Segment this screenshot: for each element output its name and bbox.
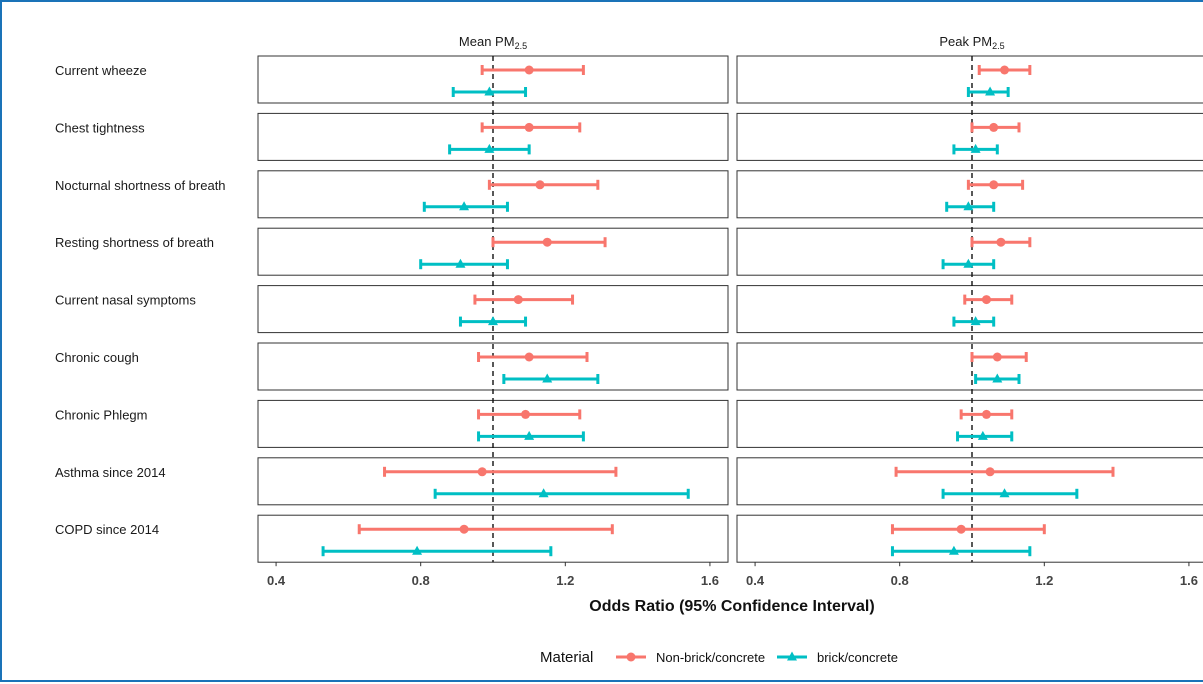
legend-label-0: Non-brick/concrete [656, 650, 765, 665]
panel-0-series-1-point-5 [542, 373, 553, 383]
panel-0-tick-label-1: 0.8 [412, 573, 430, 588]
row-label-2: Nocturnal shortness of breath [55, 178, 226, 193]
panel-1-series-1-point-4 [970, 316, 981, 326]
panel-1-series-0-point-7 [985, 467, 995, 477]
panel-1-series-0-point-6 [981, 409, 991, 419]
panel-0-series-1-point-6 [524, 430, 535, 440]
panel-1-series-0-point-1 [989, 122, 999, 132]
panel-0-series-1-point-7 [538, 488, 549, 498]
panel-1-series-1-point-3 [963, 258, 974, 268]
legend-key-marker-0 [626, 652, 636, 662]
panel-0-row-box-3 [257, 227, 729, 276]
panel-1-series-1-point-1 [970, 143, 981, 153]
panel-1-row-box-8 [736, 514, 1203, 563]
panel-0-series-0-point-8 [459, 524, 469, 534]
panel-0-series-0-point-2 [535, 180, 545, 190]
panel-1-series-0-point-5 [992, 352, 1002, 362]
panel-1-tick-label-2: 1.2 [1035, 573, 1053, 588]
panel-1-row-box-7 [736, 457, 1203, 506]
panel-0-tick-label-0: 0.4 [267, 573, 286, 588]
panel-1-row-box-4 [736, 285, 1203, 334]
legend-label-1: brick/concrete [817, 650, 898, 665]
x-axis-title: Odds Ratio (95% Confidence Interval) [589, 598, 874, 615]
panel-0-series-0-point-7 [477, 467, 487, 477]
row-label-7: Asthma since 2014 [55, 465, 166, 480]
panel-1-row-box-2 [736, 170, 1203, 219]
row-label-6: Chronic Phlegm [55, 407, 148, 422]
row-label-8: COPD since 2014 [55, 522, 159, 537]
panel-1-tick-label-0: 0.4 [746, 573, 765, 588]
panel-0-series-0-point-4 [513, 295, 523, 305]
panel-title-1: Peak PM2.5 [939, 34, 1004, 51]
panel-0-series-1-point-0 [484, 86, 495, 96]
panel-0-series-1-point-3 [455, 258, 466, 268]
row-label-4: Current nasal symptoms [55, 293, 196, 308]
panel-1-series-1-point-8 [948, 545, 959, 555]
panel-0-series-0-point-1 [524, 122, 534, 132]
panel-title-0: Mean PM2.5 [459, 34, 527, 51]
panel-1-series-0-point-2 [989, 180, 999, 190]
panel-1-tick-label-3: 1.6 [1180, 573, 1198, 588]
panel-0-tick-label-2: 1.2 [556, 573, 574, 588]
panel-0-series-1-point-8 [412, 545, 423, 555]
panel-0-tick-label-3: 1.6 [701, 573, 719, 588]
panel-1-series-1-point-6 [977, 430, 988, 440]
panel-1-series-0-point-0 [1000, 65, 1010, 75]
panel-1-row-box-6 [736, 399, 1203, 448]
panel-1-row-box-3 [736, 227, 1203, 276]
panel-1-row-box-1 [736, 112, 1203, 161]
panel-1-series-1-point-0 [985, 86, 996, 96]
panel-0-series-0-point-3 [542, 237, 552, 247]
panel-1-tick-label-1: 0.8 [891, 573, 909, 588]
panel-1-series-1-point-5 [992, 373, 1003, 383]
panel-1-series-0-point-3 [996, 237, 1006, 247]
panel-1-series-1-point-2 [963, 201, 974, 211]
panel-0-series-1-point-2 [459, 201, 470, 211]
panel-1-series-0-point-8 [956, 524, 966, 534]
row-label-3: Resting shortness of breath [55, 235, 214, 250]
legend-title: Material [540, 649, 593, 666]
panel-1-series-1-point-7 [999, 488, 1010, 498]
legend-key-marker-1 [787, 651, 797, 661]
panel-0-series-0-point-0 [524, 65, 534, 75]
panel-0-series-1-point-1 [484, 143, 495, 153]
panel-1-row-box-5 [736, 342, 1203, 391]
panel-0-series-1-point-4 [488, 316, 498, 326]
row-label-0: Current wheeze [55, 63, 147, 78]
panel-0-series-0-point-6 [521, 409, 531, 419]
row-label-5: Chronic cough [55, 350, 139, 365]
panel-1-series-0-point-4 [981, 295, 991, 305]
panel-1-row-box-0 [736, 55, 1203, 104]
row-label-1: Chest tightness [55, 120, 145, 135]
panel-0-series-0-point-5 [524, 352, 534, 362]
